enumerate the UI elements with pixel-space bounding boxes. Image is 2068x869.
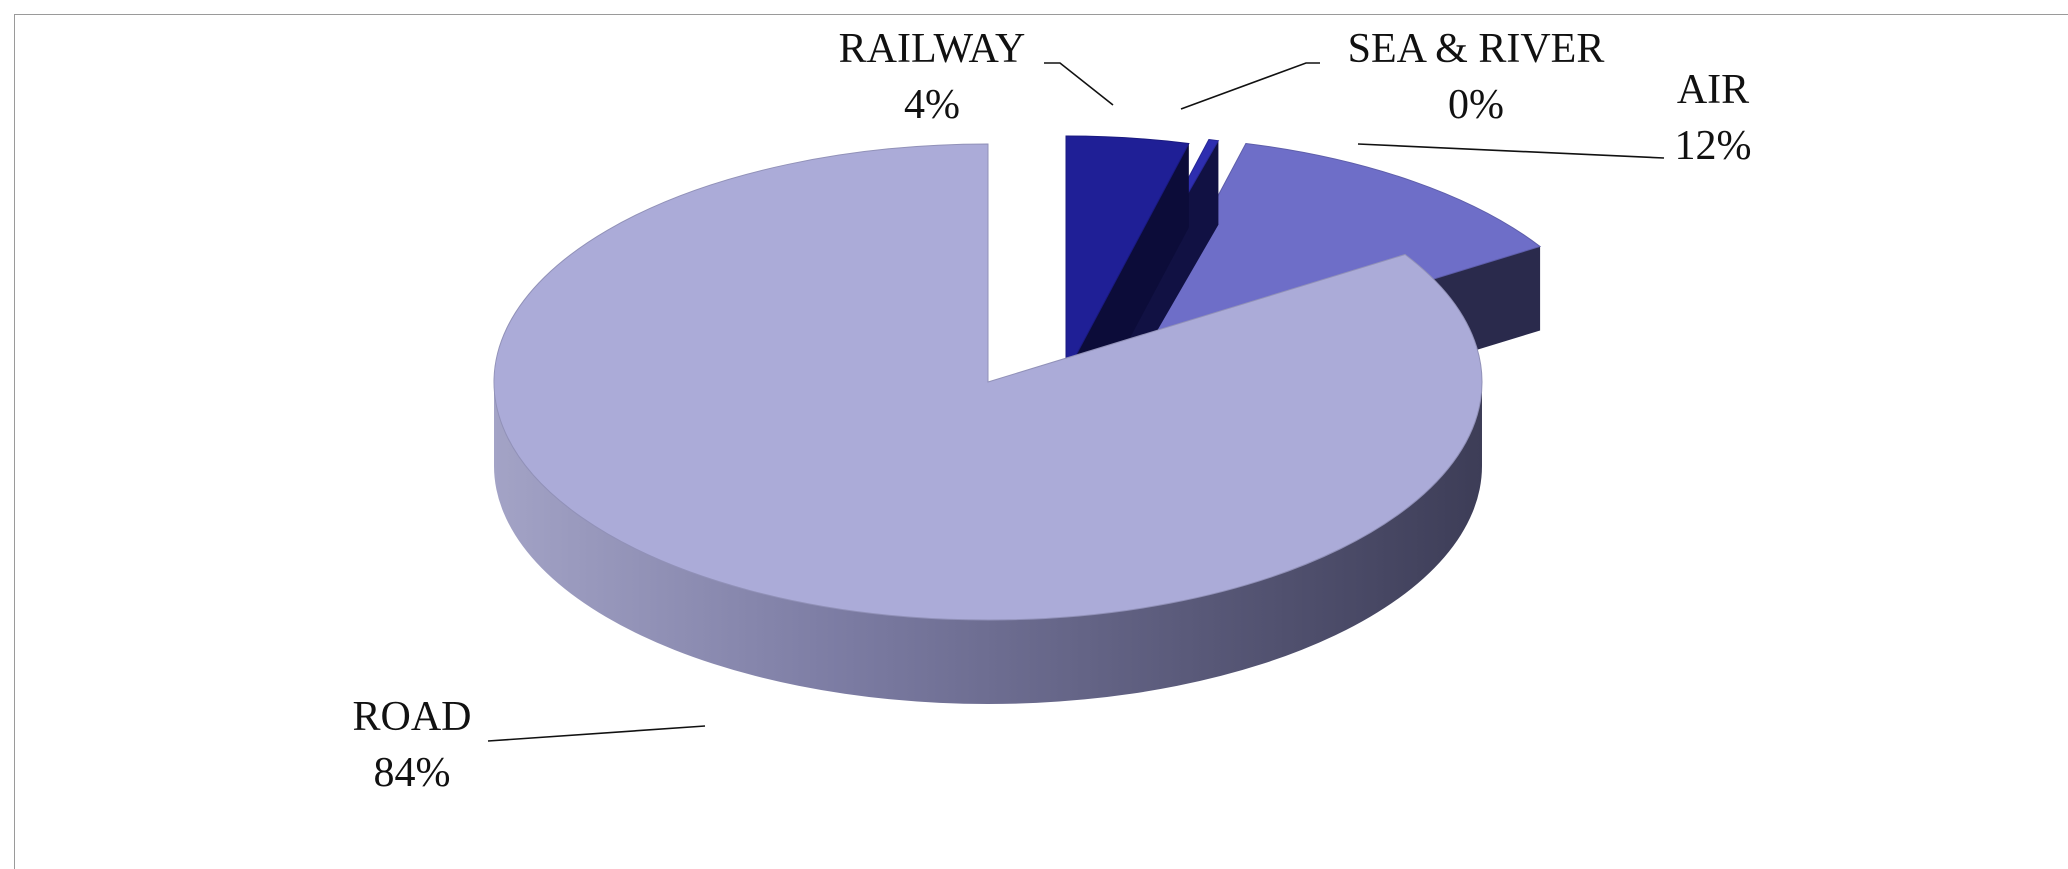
data-label-name-sea-river: SEA & RIVER: [1348, 26, 1605, 72]
data-label-name-road: ROAD: [352, 694, 471, 740]
leader-line-sea-river: [1180, 62, 1320, 110]
leader-line-road: [487, 725, 706, 742]
data-label-value-air: 12%: [1675, 123, 1752, 169]
data-label-value-sea-river: 0%: [1448, 82, 1504, 128]
data-label-name-railway: RAILWAY: [839, 26, 1026, 72]
leader-line-railway: [1044, 62, 1114, 106]
data-label-name-air: AIR: [1677, 67, 1749, 113]
data-label-value-railway: 4%: [904, 82, 960, 128]
pie-slice-road: [493, 143, 1483, 704]
leader-line-air: [1357, 143, 1665, 159]
data-label-value-road: 84%: [374, 750, 451, 796]
